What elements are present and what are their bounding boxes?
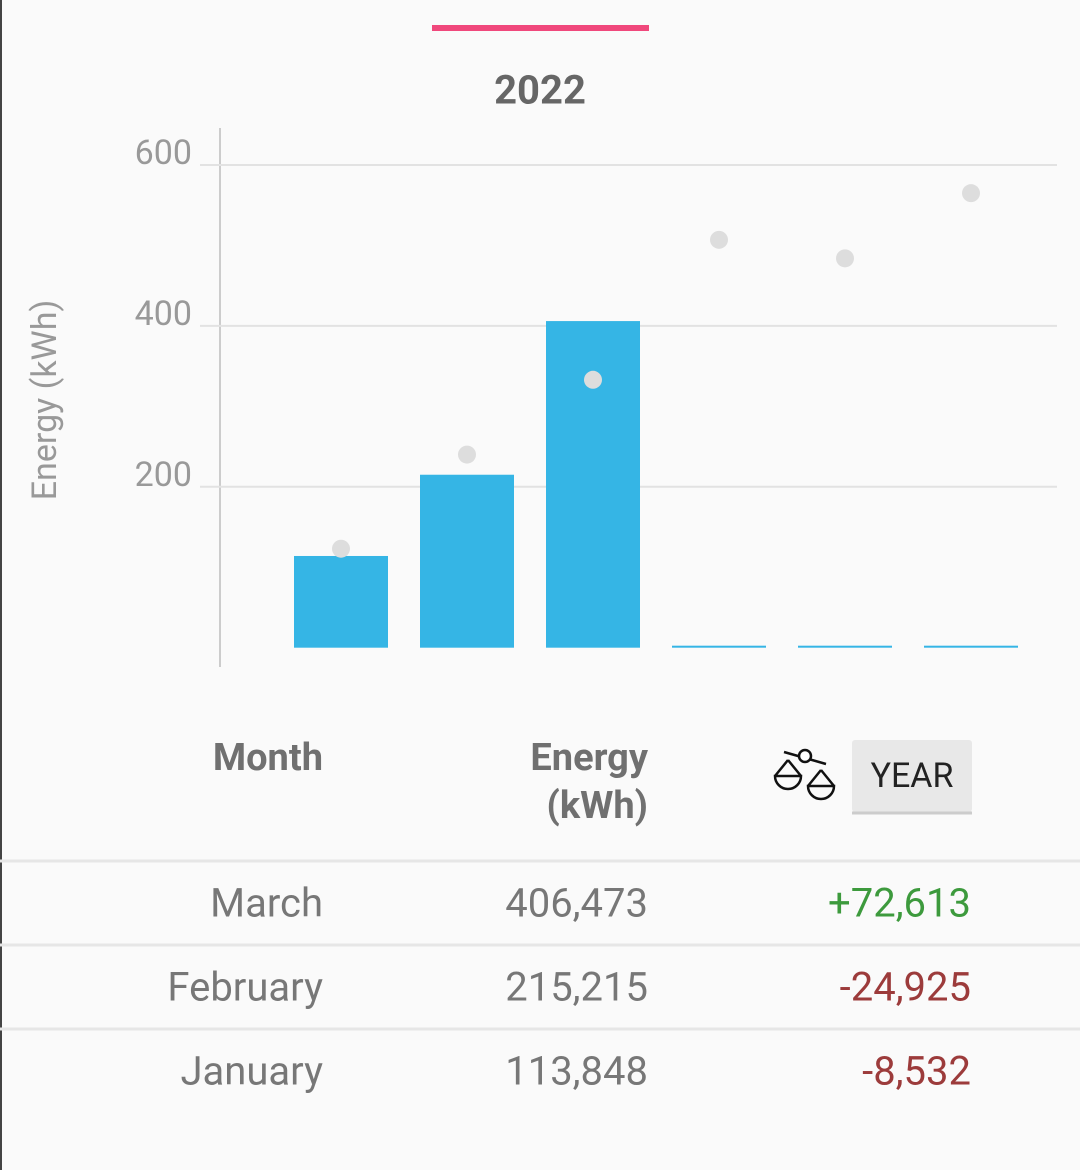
table: March 406,473 +72,613 February 215,215 -24,92… — [0, 859, 1080, 1095]
y-axis-label: Energy (kWh) — [25, 300, 65, 501]
plot: 200 400 600 — [135, 133, 1057, 648]
bar — [798, 645, 892, 648]
month-cell: February — [167, 964, 323, 1011]
bar — [672, 645, 766, 648]
bar — [420, 474, 514, 648]
y-tick-label: 200 — [135, 455, 192, 495]
delta-cell: -24,925 — [840, 964, 971, 1011]
delta-cell: -8,532 — [862, 1048, 971, 1095]
energy-cell: 113,848 — [505, 1048, 648, 1095]
tab-indicator — [432, 25, 649, 31]
bar — [924, 645, 1018, 648]
prior-year-point — [962, 184, 980, 203]
y-tick-label: 400 — [135, 294, 192, 334]
energy-cell: 215,215 — [505, 964, 648, 1011]
y-tick-label: 600 — [135, 133, 192, 173]
column-header: (kWh) — [547, 784, 648, 828]
year-button[interactable] — [852, 740, 972, 812]
bar — [546, 321, 640, 648]
month-cell: January — [180, 1048, 323, 1095]
prior-year-point — [836, 249, 854, 268]
prior-year-point — [710, 230, 728, 249]
energy-cell: 406,473 — [505, 880, 648, 927]
delta-cell: +72,613 — [828, 880, 971, 927]
column-header: Energy — [530, 736, 648, 780]
month-cell: March — [210, 880, 323, 927]
chart-title: 2022 — [494, 67, 586, 114]
prior-year-point — [458, 445, 476, 464]
prior-year-point — [584, 370, 602, 389]
bar — [294, 555, 388, 648]
year-button-label[interactable]: YEAR — [871, 756, 954, 796]
compare-icon[interactable] — [773, 748, 836, 801]
prior-year-point — [332, 539, 350, 558]
column-header: Month — [213, 736, 323, 780]
